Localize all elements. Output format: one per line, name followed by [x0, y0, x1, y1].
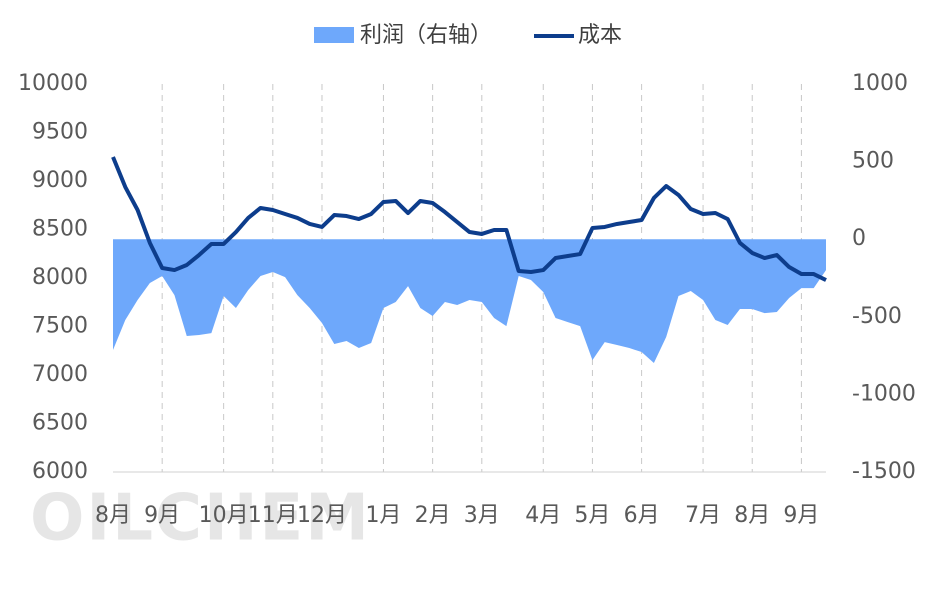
y2-tick-label: 500: [852, 149, 894, 174]
y2-tick-label: 0: [852, 226, 866, 251]
x-tick-label: 9月: [783, 503, 819, 528]
y-tick-label: 10000: [18, 71, 88, 96]
x-tick-label: 8月: [734, 503, 770, 528]
x-tick-label: 7月: [685, 503, 721, 528]
legend-swatch: [314, 27, 354, 43]
cost-line: [111, 156, 827, 282]
y2-tick-label: -1000: [852, 381, 916, 406]
y-tick-label: 8000: [32, 265, 88, 290]
y-tick-label: 6500: [32, 411, 88, 436]
y-tick-label: 7500: [32, 314, 88, 339]
y2-tick-label: -500: [852, 304, 902, 329]
x-tick-label: 11月: [248, 503, 298, 528]
legend: 利润（右轴） 成本: [314, 23, 622, 48]
watermark: OILCHEM: [30, 482, 371, 556]
y2-tick-label: 1000: [852, 71, 908, 96]
x-tick-label: 5月: [574, 503, 610, 528]
y-tick-label: 9000: [32, 168, 88, 193]
x-tick-label: 6月: [624, 503, 660, 528]
y-tick-label: 8500: [32, 217, 88, 242]
x-tick-label: 12月: [297, 503, 347, 528]
y-tick-label: 7000: [32, 362, 88, 387]
y2-tick-label: -1500: [852, 459, 916, 484]
x-tick-label: 10月: [199, 503, 249, 528]
x-tick-label: 1月: [365, 503, 401, 528]
y-tick-label: 6000: [32, 459, 88, 484]
y-tick-label: 9500: [32, 120, 88, 145]
legend-label: 成本: [578, 23, 622, 48]
legend-label: 利润（右轴）: [360, 23, 492, 48]
x-tick-label: 4月: [525, 503, 561, 528]
x-tick-label: 2月: [415, 503, 451, 528]
x-tick-label: 9月: [144, 503, 180, 528]
x-tick-label: 3月: [464, 503, 500, 528]
profit-area: [113, 239, 826, 364]
x-tick-label: 8月: [95, 503, 131, 528]
